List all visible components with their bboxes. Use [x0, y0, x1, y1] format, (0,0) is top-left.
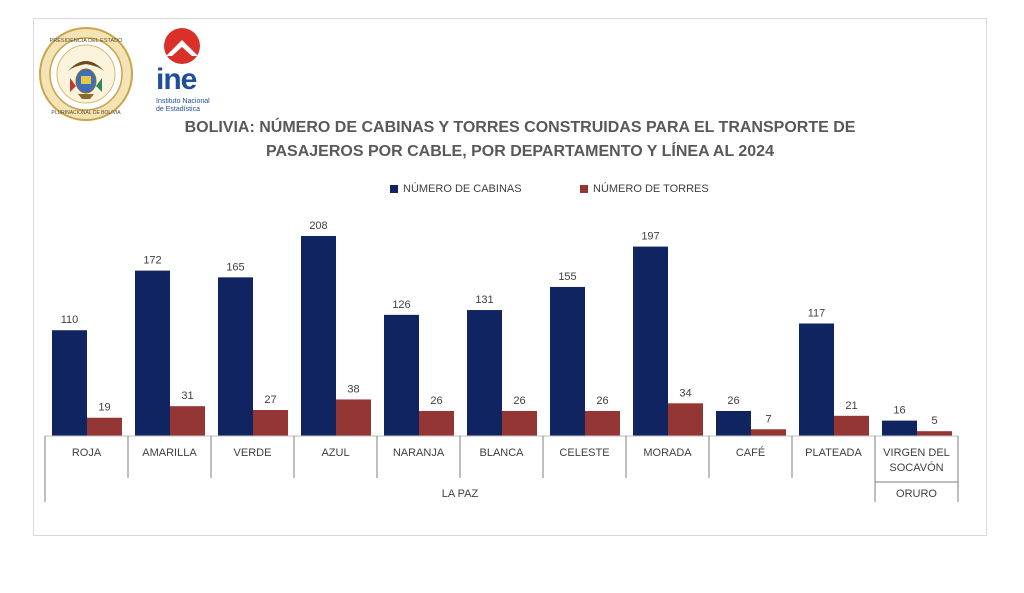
data-label-cabinas-10: 117: [808, 308, 826, 320]
data-label-torres-5: 26: [430, 395, 442, 407]
data-label-torres-3: 27: [264, 394, 276, 406]
svg-text:PLURINACIONAL DE BOLIVIA: PLURINACIONAL DE BOLIVIA: [51, 110, 121, 116]
bar-cabinas-6: [467, 310, 502, 436]
bar-torres-6: [502, 411, 537, 436]
ine-logo-text: ine: [156, 63, 197, 96]
chart-legend: NÚMERO DE CABINAS NÚMERO DE TORRES: [0, 183, 1024, 199]
data-label-cabinas-6: 131: [475, 294, 493, 306]
bar-cabinas-11: [882, 420, 917, 436]
data-label-torres-7: 26: [596, 395, 608, 407]
bar-torres-10: [834, 415, 869, 436]
data-label-cabinas-4: 208: [309, 220, 327, 232]
data-label-cabinas-8: 197: [641, 231, 659, 243]
data-label-cabinas-1: 110: [61, 314, 79, 326]
chart-title: BOLIVIA: NÚMERO DE CABINAS Y TORRES CONS…: [184, 119, 856, 160]
data-label-torres-1: 19: [98, 402, 110, 414]
legend-item-torres: NÚMERO DE TORRES: [580, 183, 709, 195]
bar-torres-8: [668, 403, 703, 436]
bar-cabinas-9: [716, 411, 751, 436]
bar-cabinas-8: [633, 246, 668, 436]
bar-cabinas-1: [52, 330, 87, 436]
legend-label-cabinas: NÚMERO DE CABINAS: [403, 183, 522, 195]
group-label-la-paz: LA PAZ: [442, 488, 479, 500]
bar-torres-5: [419, 411, 454, 436]
category-label-6: BLANCA: [479, 447, 524, 459]
bar-torres-9: [751, 429, 786, 436]
category-label-4: AZUL: [321, 447, 349, 459]
category-label-7: CELESTE: [559, 447, 609, 459]
data-label-cabinas-5: 126: [392, 299, 410, 311]
category-label-3: VERDE: [234, 447, 272, 459]
legend-label-torres: NÚMERO DE TORRES: [593, 183, 709, 195]
bar-torres-4: [336, 399, 371, 436]
bar-cabinas-7: [550, 286, 585, 436]
category-label-1: ROJA: [72, 447, 102, 459]
data-label-torres-9: 7: [765, 413, 771, 425]
bar-cabinas-4: [301, 236, 336, 436]
category-label-5: NARANJA: [393, 447, 445, 459]
category-label-11-line-1: VIRGEN DEL: [883, 447, 950, 459]
category-label-2: AMARILLA: [142, 447, 197, 459]
data-label-torres-4: 38: [347, 383, 359, 395]
legend-swatch-cabinas: [390, 185, 398, 193]
bar-torres-3: [253, 410, 288, 436]
bar-cabinas-5: [384, 314, 419, 436]
chart-frame: [33, 18, 987, 536]
legend-item-cabinas: NÚMERO DE CABINAS: [390, 183, 522, 195]
bar-cabinas-3: [218, 277, 253, 436]
data-label-torres-8: 34: [679, 387, 691, 399]
data-label-torres-6: 26: [513, 395, 525, 407]
legend-swatch-torres: [580, 185, 588, 193]
data-label-torres-11: 5: [931, 415, 937, 427]
category-label-8: MORADA: [643, 447, 692, 459]
category-label-9: CAFÉ: [736, 446, 765, 459]
bar-torres-1: [87, 417, 122, 436]
data-label-cabinas-9: 26: [727, 395, 739, 407]
bar-torres-11: [917, 431, 952, 436]
group-label-oruro: ORURO: [896, 488, 937, 500]
ine-logo: [164, 28, 200, 64]
data-label-cabinas-11: 16: [893, 405, 905, 417]
data-label-cabinas-7: 155: [558, 271, 576, 283]
presidency-seal-logo: PRESIDENCIA DEL ESTADO PLURINACIONAL DE …: [39, 27, 133, 121]
data-label-cabinas-2: 172: [143, 255, 161, 267]
category-label-11-line-2: SOCAVÓN: [889, 461, 943, 474]
bar-torres-7: [585, 411, 620, 436]
data-label-cabinas-3: 165: [226, 261, 244, 273]
bar-cabinas-10: [799, 323, 834, 436]
bar-torres-2: [170, 406, 205, 436]
svg-text:PRESIDENCIA DEL ESTADO: PRESIDENCIA DEL ESTADO: [50, 38, 123, 44]
data-label-torres-2: 31: [181, 390, 193, 402]
category-label-10: PLATEADA: [805, 447, 862, 459]
bar-cabinas-2: [135, 270, 170, 436]
data-label-torres-10: 21: [845, 400, 857, 412]
ine-logo-subtitle: Instituto Nacional de Estadística: [156, 98, 210, 113]
